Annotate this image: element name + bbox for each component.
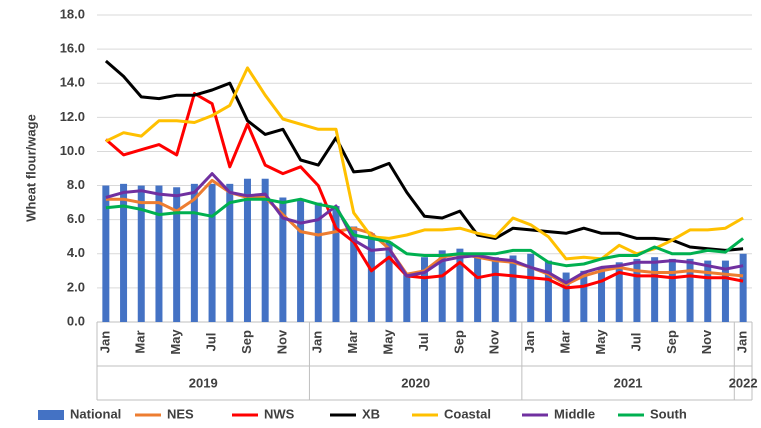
bar (438, 250, 446, 322)
y-tick-label: 0.0 (67, 313, 85, 328)
bar (173, 187, 181, 322)
bar (155, 185, 163, 322)
bar (739, 253, 747, 322)
y-tick-label: 6.0 (67, 211, 85, 226)
x-tick-label: Jan (310, 331, 325, 353)
bar (562, 272, 570, 322)
y-tick-label: 2.0 (67, 279, 85, 294)
bar (190, 183, 198, 322)
x-tick-label: May (593, 329, 608, 355)
bar (243, 178, 251, 322)
bar (350, 226, 358, 322)
bar (580, 270, 588, 322)
x-tick-label: Sep (451, 330, 466, 354)
bar (102, 185, 110, 322)
bar (314, 202, 322, 322)
y-tick-label: 4.0 (67, 245, 85, 260)
x-tick-label: Jan (522, 331, 537, 353)
bar (721, 260, 729, 322)
bar (367, 233, 375, 322)
bar (509, 255, 517, 322)
legend-label: XB (362, 406, 380, 421)
x-tick-label: Nov (487, 329, 502, 354)
y-tick-label: 12.0 (60, 109, 85, 124)
bar (527, 253, 535, 322)
x-tick-label: Jan (735, 331, 750, 353)
bar (686, 258, 694, 322)
bar (226, 183, 234, 322)
year-label: 2019 (189, 375, 218, 390)
bar (385, 241, 393, 322)
x-tick-label: Mar (345, 330, 360, 353)
legend-label: South (650, 406, 687, 421)
x-tick-label: Jan (97, 331, 112, 353)
bar (297, 199, 305, 322)
bar (208, 183, 216, 322)
y-tick-label: 14.0 (60, 75, 85, 90)
bar (261, 178, 269, 322)
x-tick-label: Jul (628, 333, 643, 352)
bar (421, 257, 428, 322)
x-tick-label: Sep (239, 330, 254, 354)
bar (332, 206, 340, 322)
bar (474, 255, 482, 322)
x-tick-label: Nov (699, 329, 714, 354)
x-tick-label: Nov (274, 329, 289, 354)
line-series (104, 59, 744, 252)
bar (544, 260, 552, 322)
x-tick-label: Mar (558, 330, 573, 353)
y-tick-label: 18.0 (60, 6, 85, 21)
line-series (105, 197, 745, 268)
bar (120, 183, 128, 322)
year-label: 2020 (401, 375, 430, 390)
bar (403, 274, 411, 322)
legend-label: NES (167, 406, 194, 421)
year-label: 2022 (729, 375, 758, 390)
bar (598, 267, 606, 322)
bar (456, 248, 464, 322)
bar (668, 258, 676, 322)
bar (615, 262, 623, 322)
bar (704, 260, 712, 322)
line-series (105, 172, 744, 285)
x-tick-label: Jul (416, 333, 431, 352)
x-tick-label: Sep (664, 330, 679, 354)
line-series (104, 92, 744, 290)
y-tick-label: 8.0 (67, 177, 85, 192)
bar (279, 197, 287, 322)
bar (491, 257, 499, 322)
legend-swatch (38, 410, 64, 420)
legend-label: Coastal (444, 406, 491, 421)
line-series (105, 66, 744, 261)
x-tick-label: Jul (204, 333, 219, 352)
y-tick-label: 10.0 (60, 143, 85, 158)
bar (137, 185, 145, 322)
x-tick-label: May (168, 329, 183, 355)
bar (651, 257, 659, 322)
legend-label: NWS (264, 406, 295, 421)
x-tick-label: Mar (133, 330, 148, 353)
y-tick-label: 16.0 (60, 41, 85, 56)
bar (633, 258, 641, 322)
legend-label: National (70, 406, 121, 421)
legend-label: Middle (554, 406, 595, 421)
x-tick-label: May (381, 329, 396, 355)
year-label: 2021 (614, 375, 643, 390)
y-axis-label: Wheat flour/wage (23, 114, 38, 222)
